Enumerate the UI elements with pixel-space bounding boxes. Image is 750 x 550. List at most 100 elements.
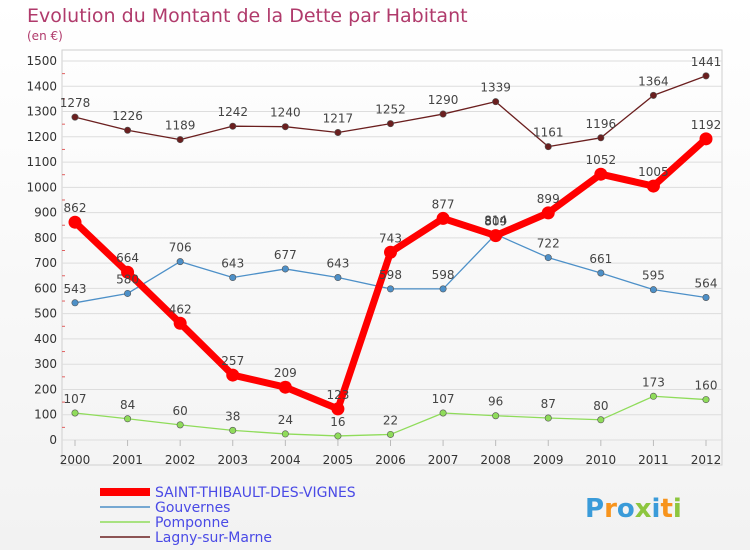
y-tick-label: 700 bbox=[34, 256, 57, 270]
data-label: 677 bbox=[274, 248, 297, 262]
data-point bbox=[278, 380, 292, 394]
logo-letter: P bbox=[585, 494, 604, 524]
data-point bbox=[229, 274, 237, 282]
data-label: 814 bbox=[484, 213, 507, 227]
data-point bbox=[544, 254, 552, 262]
data-label: 543 bbox=[64, 282, 87, 296]
y-tick-label: 0 bbox=[49, 433, 57, 447]
y-tick-label: 1000 bbox=[26, 180, 57, 194]
data-label: 1252 bbox=[375, 103, 406, 117]
data-point bbox=[594, 167, 608, 181]
data-label: 1196 bbox=[586, 117, 617, 131]
data-point bbox=[702, 72, 710, 80]
data-point bbox=[649, 392, 657, 400]
x-tick-label: 2007 bbox=[428, 453, 459, 467]
series-layer bbox=[68, 72, 713, 440]
data-label: 60 bbox=[173, 404, 188, 418]
logo-letter: i bbox=[673, 494, 682, 524]
data-point bbox=[334, 274, 342, 282]
data-label: 96 bbox=[488, 395, 503, 409]
data-point bbox=[702, 396, 710, 404]
data-label: 706 bbox=[169, 241, 192, 255]
data-point bbox=[597, 269, 605, 277]
data-point bbox=[226, 368, 240, 382]
x-tick-label: 2003 bbox=[217, 453, 248, 467]
x-tick-label: 2012 bbox=[691, 453, 722, 467]
logo-letter: t bbox=[660, 494, 672, 524]
data-point bbox=[597, 134, 605, 142]
logo-letter: o bbox=[617, 494, 635, 524]
data-label: 22 bbox=[383, 413, 398, 427]
data-point bbox=[121, 265, 135, 279]
data-point bbox=[492, 98, 500, 106]
chart-title: Evolution du Montant de la Dette par Hab… bbox=[27, 5, 468, 27]
data-point bbox=[281, 430, 289, 438]
y-tick-label: 400 bbox=[34, 332, 57, 346]
y-tick-label: 300 bbox=[34, 357, 57, 371]
y-tick-label: 1300 bbox=[26, 105, 57, 119]
legend-label: Pomponne bbox=[155, 515, 229, 531]
x-tick-label: 2002 bbox=[165, 453, 196, 467]
data-point bbox=[386, 285, 394, 293]
data-label: 209 bbox=[274, 366, 297, 380]
data-point bbox=[176, 258, 184, 266]
data-point bbox=[229, 426, 237, 434]
x-tick-label: 2000 bbox=[60, 453, 91, 467]
logo-letter: x bbox=[635, 494, 652, 524]
plot-frame bbox=[61, 49, 723, 466]
data-point bbox=[702, 293, 710, 301]
data-label: 1005 bbox=[638, 165, 669, 179]
data-label: 643 bbox=[326, 257, 349, 271]
data-point bbox=[176, 136, 184, 144]
data-point bbox=[649, 91, 657, 99]
x-tick-label: 2008 bbox=[480, 453, 511, 467]
data-label: 160 bbox=[695, 379, 718, 393]
data-point bbox=[544, 414, 552, 422]
data-point bbox=[71, 299, 79, 307]
x-tick-label: 2001 bbox=[112, 453, 143, 467]
legend-label: Gouvernes bbox=[155, 500, 230, 516]
data-label: 809 bbox=[484, 215, 507, 229]
data-point bbox=[439, 110, 447, 118]
proxiti-logo: Proxiti bbox=[585, 494, 682, 524]
data-label: 24 bbox=[278, 413, 293, 427]
data-point bbox=[646, 179, 660, 193]
data-label: 1217 bbox=[323, 112, 354, 126]
data-label: 877 bbox=[432, 197, 455, 211]
x-tick-label: 2011 bbox=[638, 453, 669, 467]
data-label: 580 bbox=[116, 272, 139, 286]
x-tick-label: 2004 bbox=[270, 453, 301, 467]
data-label: 87 bbox=[541, 397, 556, 411]
data-label: 899 bbox=[537, 192, 560, 206]
data-point bbox=[492, 412, 500, 420]
data-label: 664 bbox=[116, 251, 139, 265]
data-point bbox=[436, 211, 450, 225]
data-point bbox=[124, 126, 132, 134]
x-tick-label: 2005 bbox=[323, 453, 354, 467]
y-tick-label: 1100 bbox=[26, 155, 57, 169]
legend: SAINT-THIBAULT-DES-VIGNESGouvernesPompon… bbox=[100, 485, 356, 546]
data-label: 1161 bbox=[533, 126, 564, 140]
x-tick-label: 2006 bbox=[375, 453, 406, 467]
data-label: 38 bbox=[225, 409, 240, 423]
data-point bbox=[649, 286, 657, 294]
data-label: 564 bbox=[695, 276, 718, 290]
y-tick-label: 800 bbox=[34, 231, 57, 245]
data-label: 598 bbox=[379, 268, 402, 282]
data-label: 1278 bbox=[60, 96, 91, 110]
data-point bbox=[124, 289, 132, 297]
axes: 0 100 200 300 400 500 600 700 800 900 1000 1100 1200… bbox=[26, 54, 721, 467]
data-point bbox=[334, 432, 342, 440]
legend-label: SAINT-THIBAULT-DES-VIGNES bbox=[155, 485, 356, 501]
data-labels: 1278 1226 1189 1242 1240 1217 1252 1290 1339 1161… bbox=[60, 55, 722, 429]
data-point bbox=[489, 229, 503, 243]
data-label: 107 bbox=[432, 392, 455, 406]
data-point bbox=[124, 415, 132, 423]
data-label: 743 bbox=[379, 231, 402, 245]
data-point bbox=[71, 113, 79, 121]
data-label: 722 bbox=[537, 237, 560, 251]
y-tick-label: 900 bbox=[34, 206, 57, 220]
chart-unit: (en €) bbox=[27, 29, 63, 43]
data-label: 84 bbox=[120, 398, 135, 412]
